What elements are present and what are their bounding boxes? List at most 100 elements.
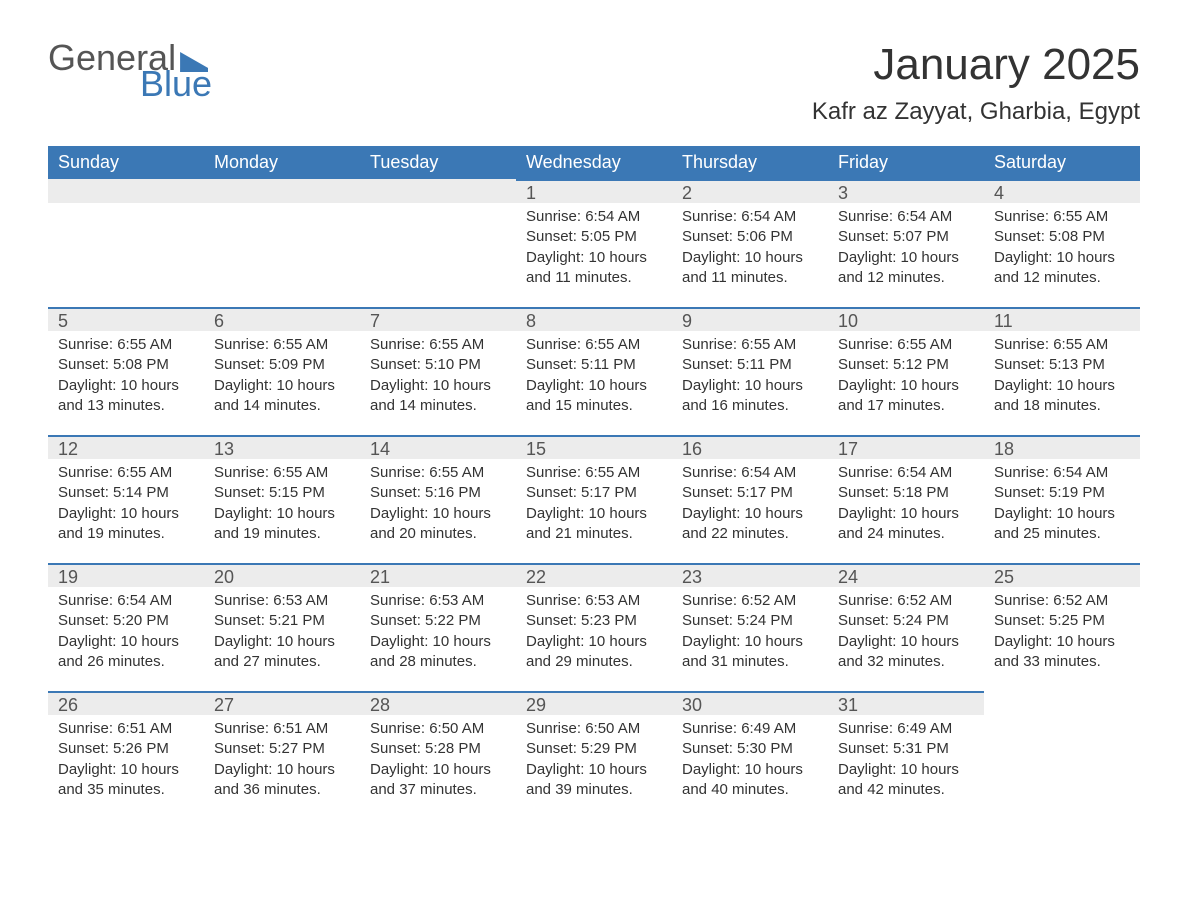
day-number: 23 (672, 563, 828, 587)
daylight-line: Daylight: 10 hours and 25 minutes. (994, 504, 1130, 545)
day-details: Sunrise: 6:52 AMSunset: 5:25 PMDaylight:… (984, 587, 1140, 682)
day-number: 1 (516, 179, 672, 203)
calendar-day-cell: 31Sunrise: 6:49 AMSunset: 5:31 PMDayligh… (828, 691, 984, 819)
calendar-day-cell: 19Sunrise: 6:54 AMSunset: 5:20 PMDayligh… (48, 563, 204, 691)
sunset-line: Sunset: 5:08 PM (994, 227, 1130, 247)
calendar-day-cell: 22Sunrise: 6:53 AMSunset: 5:23 PMDayligh… (516, 563, 672, 691)
calendar-table: SundayMondayTuesdayWednesdayThursdayFrid… (48, 146, 1140, 819)
calendar-day-cell: 26Sunrise: 6:51 AMSunset: 5:26 PMDayligh… (48, 691, 204, 819)
logo-flag-icon (180, 52, 208, 72)
daylight-line: Daylight: 10 hours and 19 minutes. (214, 504, 350, 545)
sunset-line: Sunset: 5:31 PM (838, 739, 974, 759)
sunrise-line: Sunrise: 6:55 AM (214, 463, 350, 483)
day-details: Sunrise: 6:49 AMSunset: 5:30 PMDaylight:… (672, 715, 828, 810)
day-details: Sunrise: 6:55 AMSunset: 5:11 PMDaylight:… (516, 331, 672, 426)
sunrise-line: Sunrise: 6:55 AM (370, 335, 506, 355)
day-number: 20 (204, 563, 360, 587)
day-details: Sunrise: 6:51 AMSunset: 5:27 PMDaylight:… (204, 715, 360, 810)
sunrise-line: Sunrise: 6:54 AM (682, 207, 818, 227)
calendar-day-cell: 6Sunrise: 6:55 AMSunset: 5:09 PMDaylight… (204, 307, 360, 435)
sunset-line: Sunset: 5:06 PM (682, 227, 818, 247)
daylight-line: Daylight: 10 hours and 21 minutes. (526, 504, 662, 545)
empty-day-band (204, 179, 360, 203)
weekday-header: Thursday (672, 146, 828, 179)
sunset-line: Sunset: 5:20 PM (58, 611, 194, 631)
sunset-line: Sunset: 5:17 PM (526, 483, 662, 503)
day-details: Sunrise: 6:55 AMSunset: 5:16 PMDaylight:… (360, 459, 516, 554)
daylight-line: Daylight: 10 hours and 11 minutes. (526, 248, 662, 289)
day-details: Sunrise: 6:54 AMSunset: 5:17 PMDaylight:… (672, 459, 828, 554)
day-details: Sunrise: 6:52 AMSunset: 5:24 PMDaylight:… (828, 587, 984, 682)
day-details: Sunrise: 6:54 AMSunset: 5:19 PMDaylight:… (984, 459, 1140, 554)
day-details: Sunrise: 6:55 AMSunset: 5:14 PMDaylight:… (48, 459, 204, 554)
day-number: 21 (360, 563, 516, 587)
sunrise-line: Sunrise: 6:55 AM (838, 335, 974, 355)
calendar-day-cell: 21Sunrise: 6:53 AMSunset: 5:22 PMDayligh… (360, 563, 516, 691)
daylight-line: Daylight: 10 hours and 28 minutes. (370, 632, 506, 673)
daylight-line: Daylight: 10 hours and 22 minutes. (682, 504, 818, 545)
day-number: 7 (360, 307, 516, 331)
sunrise-line: Sunrise: 6:49 AM (838, 719, 974, 739)
day-number: 22 (516, 563, 672, 587)
calendar-day-cell: 4Sunrise: 6:55 AMSunset: 5:08 PMDaylight… (984, 179, 1140, 307)
daylight-line: Daylight: 10 hours and 32 minutes. (838, 632, 974, 673)
sunrise-line: Sunrise: 6:52 AM (994, 591, 1130, 611)
day-details: Sunrise: 6:55 AMSunset: 5:09 PMDaylight:… (204, 331, 360, 426)
calendar-day-cell: 8Sunrise: 6:55 AMSunset: 5:11 PMDaylight… (516, 307, 672, 435)
daylight-line: Daylight: 10 hours and 37 minutes. (370, 760, 506, 801)
day-details: Sunrise: 6:53 AMSunset: 5:21 PMDaylight:… (204, 587, 360, 682)
day-details: Sunrise: 6:52 AMSunset: 5:24 PMDaylight:… (672, 587, 828, 682)
day-number: 11 (984, 307, 1140, 331)
day-details: Sunrise: 6:55 AMSunset: 5:11 PMDaylight:… (672, 331, 828, 426)
sunrise-line: Sunrise: 6:50 AM (526, 719, 662, 739)
calendar-day-cell: 11Sunrise: 6:55 AMSunset: 5:13 PMDayligh… (984, 307, 1140, 435)
day-number: 15 (516, 435, 672, 459)
sunset-line: Sunset: 5:18 PM (838, 483, 974, 503)
day-details: Sunrise: 6:54 AMSunset: 5:20 PMDaylight:… (48, 587, 204, 682)
daylight-line: Daylight: 10 hours and 14 minutes. (214, 376, 350, 417)
daylight-line: Daylight: 10 hours and 17 minutes. (838, 376, 974, 417)
daylight-line: Daylight: 10 hours and 27 minutes. (214, 632, 350, 673)
daylight-line: Daylight: 10 hours and 29 minutes. (526, 632, 662, 673)
daylight-line: Daylight: 10 hours and 40 minutes. (682, 760, 818, 801)
calendar-empty-cell (984, 691, 1140, 819)
day-number: 3 (828, 179, 984, 203)
weekday-header: Saturday (984, 146, 1140, 179)
sunrise-line: Sunrise: 6:54 AM (58, 591, 194, 611)
day-details: Sunrise: 6:54 AMSunset: 5:06 PMDaylight:… (672, 203, 828, 298)
day-details: Sunrise: 6:55 AMSunset: 5:08 PMDaylight:… (984, 203, 1140, 298)
day-number: 10 (828, 307, 984, 331)
daylight-line: Daylight: 10 hours and 20 minutes. (370, 504, 506, 545)
calendar-day-cell: 14Sunrise: 6:55 AMSunset: 5:16 PMDayligh… (360, 435, 516, 563)
daylight-line: Daylight: 10 hours and 26 minutes. (58, 632, 194, 673)
sunset-line: Sunset: 5:14 PM (58, 483, 194, 503)
sunset-line: Sunset: 5:27 PM (214, 739, 350, 759)
day-details: Sunrise: 6:54 AMSunset: 5:18 PMDaylight:… (828, 459, 984, 554)
sunrise-line: Sunrise: 6:54 AM (682, 463, 818, 483)
calendar-day-cell: 5Sunrise: 6:55 AMSunset: 5:08 PMDaylight… (48, 307, 204, 435)
daylight-line: Daylight: 10 hours and 11 minutes. (682, 248, 818, 289)
calendar-day-cell: 29Sunrise: 6:50 AMSunset: 5:29 PMDayligh… (516, 691, 672, 819)
sunrise-line: Sunrise: 6:53 AM (214, 591, 350, 611)
weekday-header: Wednesday (516, 146, 672, 179)
sunrise-line: Sunrise: 6:55 AM (214, 335, 350, 355)
logo-top-row: General (48, 40, 212, 76)
sunset-line: Sunset: 5:16 PM (370, 483, 506, 503)
daylight-line: Daylight: 10 hours and 24 minutes. (838, 504, 974, 545)
day-number: 2 (672, 179, 828, 203)
calendar-week-row: 12Sunrise: 6:55 AMSunset: 5:14 PMDayligh… (48, 435, 1140, 563)
sunrise-line: Sunrise: 6:55 AM (58, 335, 194, 355)
day-number: 18 (984, 435, 1140, 459)
calendar-day-cell: 24Sunrise: 6:52 AMSunset: 5:24 PMDayligh… (828, 563, 984, 691)
day-number: 9 (672, 307, 828, 331)
daylight-line: Daylight: 10 hours and 18 minutes. (994, 376, 1130, 417)
sunrise-line: Sunrise: 6:54 AM (838, 207, 974, 227)
day-details: Sunrise: 6:51 AMSunset: 5:26 PMDaylight:… (48, 715, 204, 810)
daylight-line: Daylight: 10 hours and 14 minutes. (370, 376, 506, 417)
daylight-line: Daylight: 10 hours and 12 minutes. (994, 248, 1130, 289)
sunset-line: Sunset: 5:19 PM (994, 483, 1130, 503)
weekday-header: Tuesday (360, 146, 516, 179)
day-details: Sunrise: 6:54 AMSunset: 5:07 PMDaylight:… (828, 203, 984, 298)
calendar-day-cell: 17Sunrise: 6:54 AMSunset: 5:18 PMDayligh… (828, 435, 984, 563)
daylight-line: Daylight: 10 hours and 16 minutes. (682, 376, 818, 417)
